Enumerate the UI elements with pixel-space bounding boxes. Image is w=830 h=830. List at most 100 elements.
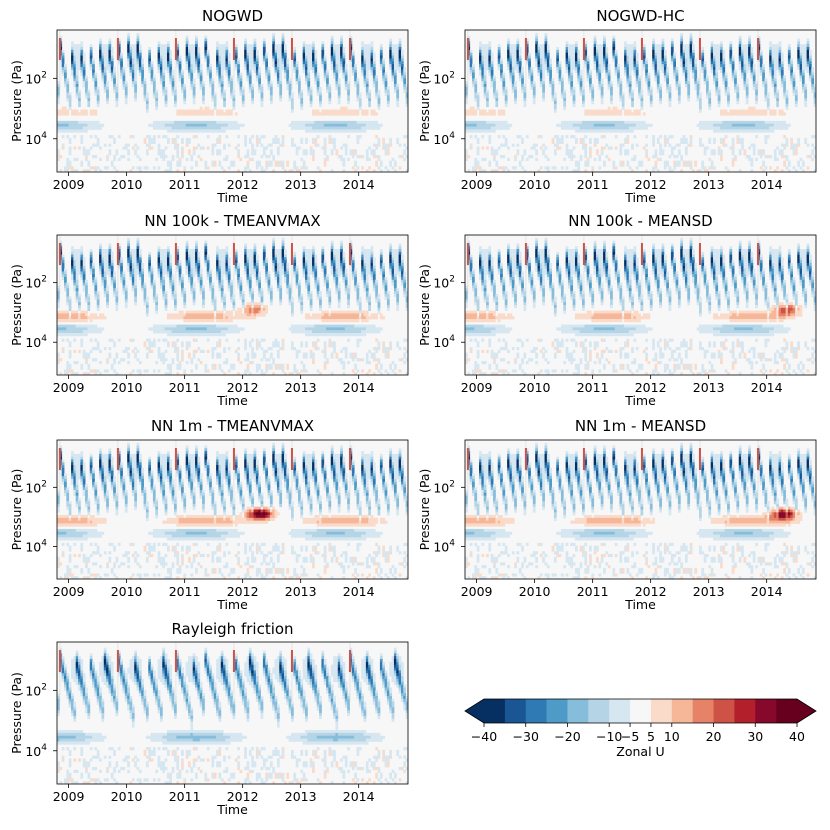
- field-cell: [127, 35, 130, 39]
- field-cell: [682, 135, 686, 139]
- field-cell: [188, 69, 191, 73]
- field-cell: [483, 58, 487, 62]
- field-cell: [89, 58, 93, 62]
- field-cell: [556, 64, 559, 68]
- field-cell: [89, 112, 93, 116]
- field-cell: [323, 64, 327, 68]
- field-cell: [321, 64, 325, 68]
- field-cell: [535, 58, 538, 62]
- field-cell: [166, 64, 170, 68]
- field-cell: [722, 126, 726, 130]
- field-cell: [687, 160, 691, 164]
- field-cell: [652, 135, 655, 139]
- field-cell: [741, 72, 744, 76]
- field-cell: [110, 64, 114, 68]
- field-cell: [635, 55, 639, 59]
- field-cell: [190, 69, 194, 73]
- field-cell: [605, 112, 609, 116]
- field-cell: [361, 52, 364, 56]
- field-cell: [479, 44, 482, 48]
- field-cell: [279, 75, 283, 79]
- field-cell: [755, 126, 758, 130]
- field-cell: [131, 47, 135, 51]
- field-cell: [272, 35, 276, 39]
- field-cell: [101, 75, 105, 79]
- field-cell: [567, 55, 571, 59]
- field-cell: [645, 66, 648, 71]
- field-cell: [589, 146, 592, 150]
- field-cell: [762, 129, 765, 133]
- field-cell: [225, 120, 229, 125]
- field-cell: [516, 52, 520, 56]
- field-cell: [558, 123, 562, 127]
- field-cell: [556, 137, 559, 142]
- field-cell: [75, 92, 79, 96]
- field-cell: [321, 49, 325, 54]
- field-cell: [176, 169, 180, 172]
- field-cell: [729, 112, 733, 116]
- field-cell: [192, 146, 196, 150]
- field-cell: [274, 66, 278, 71]
- field-cell: [103, 86, 107, 91]
- field-cell: [750, 49, 754, 54]
- field-cell: [319, 120, 322, 125]
- field-cell: [656, 78, 660, 82]
- field-cell: [148, 123, 151, 127]
- field-cell: [176, 41, 180, 45]
- field-cell: [603, 123, 606, 127]
- field-cell: [370, 72, 374, 76]
- field-cell: [626, 163, 630, 167]
- field-cell: [223, 157, 226, 162]
- field-cell: [185, 49, 189, 54]
- field-cell: [752, 149, 756, 153]
- field-cell: [521, 140, 524, 144]
- field-cell: [523, 169, 527, 172]
- field-cell: [152, 78, 156, 82]
- field-cell: [330, 123, 334, 127]
- field-cell: [619, 86, 623, 91]
- field-cell: [579, 126, 583, 130]
- field-cell: [122, 81, 126, 85]
- field-cell: [143, 140, 147, 144]
- field-cell: [227, 166, 231, 170]
- field-cell: [122, 72, 126, 76]
- field-cell: [396, 140, 400, 144]
- field-cell: [579, 140, 583, 144]
- field-cell: [68, 152, 72, 156]
- field-cell: [302, 69, 306, 73]
- field-cell: [136, 44, 140, 48]
- field-cell: [333, 61, 336, 65]
- field-cell: [514, 166, 517, 170]
- field-cell: [752, 112, 756, 116]
- field-cell: [260, 154, 264, 159]
- field-cell: [659, 98, 662, 102]
- field-cell: [652, 47, 655, 51]
- field-cell: [344, 149, 348, 153]
- field-cell: [85, 169, 88, 172]
- field-cell: [246, 47, 250, 51]
- field-cell: [720, 140, 723, 144]
- field-cell: [579, 75, 583, 79]
- field-cell: [255, 140, 259, 144]
- field-cell: [382, 66, 385, 71]
- field-cell: [734, 78, 737, 82]
- field-cell: [298, 92, 301, 96]
- field-cell: [302, 123, 306, 127]
- field-cell: [682, 49, 686, 54]
- field-cell: [321, 146, 325, 150]
- field-cell: [745, 66, 749, 71]
- field-cell: [335, 152, 339, 156]
- field-cell: [225, 112, 229, 116]
- field-cell: [190, 112, 194, 116]
- field-cell: [717, 52, 721, 56]
- field-cell: [720, 126, 723, 130]
- field-cell: [155, 98, 159, 102]
- field-cell: [504, 120, 508, 125]
- field-cell: [391, 61, 395, 65]
- field-cell: [281, 166, 285, 170]
- field-cell: [300, 106, 304, 110]
- field-cell: [574, 163, 578, 167]
- field-cell: [225, 157, 229, 162]
- field-cell: [134, 58, 137, 62]
- field-cell: [244, 154, 247, 159]
